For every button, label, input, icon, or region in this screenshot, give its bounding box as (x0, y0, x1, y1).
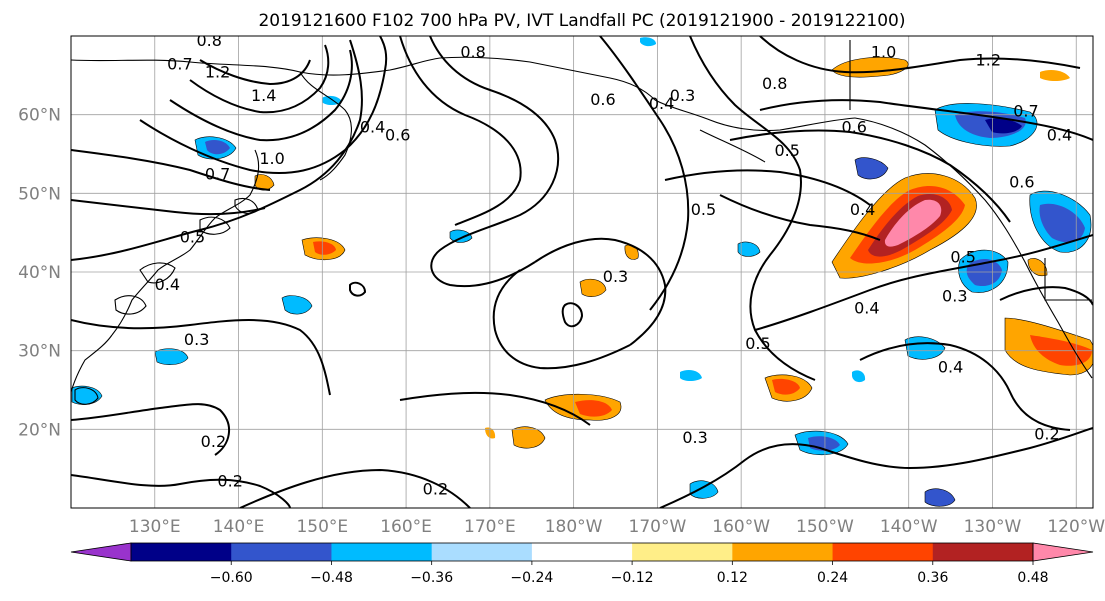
contour-label: 0.6 (1009, 173, 1034, 192)
colorbar-tick-label: −0.36 (410, 570, 453, 586)
contour-label: 0.7 (1013, 102, 1038, 121)
contour-label: 0.5 (180, 228, 205, 247)
contour-label: 0.5 (950, 247, 975, 266)
contour-label: 0.4 (360, 117, 385, 136)
lon-tick-label: 180°W (545, 517, 603, 537)
contour-label: 0.4 (155, 275, 180, 294)
colorbar-tick-label: 0.48 (1017, 570, 1048, 586)
lat-tick-label: 20°N (18, 420, 61, 440)
contour-label: 0.2 (423, 479, 448, 498)
lon-tick-label: 130°W (964, 517, 1022, 537)
contour-label: 0.2 (1034, 424, 1059, 443)
contour-label: 0.4 (1047, 125, 1072, 144)
lat-tick-label: 60°N (18, 106, 61, 126)
contour-label: 0.3 (670, 86, 695, 105)
contour-label: 0.3 (184, 330, 209, 349)
colorbar-swatch (231, 543, 332, 561)
lon-tick-label: 170°W (629, 517, 687, 537)
colorbar-swatch (131, 543, 232, 561)
contour-label: 1.0 (259, 149, 284, 168)
contour-labels: 0.70.81.21.41.00.70.50.40.30.20.2 0.20.80… (155, 31, 1073, 498)
contour-label: 0.7 (167, 55, 192, 74)
contour-label: 0.5 (745, 334, 770, 353)
lat-tick-label: 40°N (18, 263, 61, 283)
contour-label: 0.4 (850, 200, 875, 219)
contour-label: 1.4 (251, 86, 276, 105)
colorbar-tick-label: −0.48 (310, 570, 353, 586)
latitude-labels: 20°N 30°N 40°N 50°N 60°N (18, 106, 61, 441)
contour-label: 0.4 (938, 357, 963, 376)
colorbar-tick-label: −0.24 (510, 570, 553, 586)
pv-contours (71, 36, 1093, 508)
lat-tick-label: 50°N (18, 184, 61, 204)
colorbar-frame (130, 542, 1034, 562)
colorbar-extend-low (70, 542, 132, 562)
lon-tick-label: 150°E (296, 517, 348, 537)
contour-label: 1.2 (205, 62, 230, 81)
contour-label: 0.6 (590, 90, 615, 109)
colorbar-swatch (431, 543, 533, 561)
lon-tick-label: 160°W (712, 517, 770, 537)
contour-label: 0.4 (649, 94, 674, 113)
colorbar-swatch (932, 543, 1034, 561)
colorbar-swatch (732, 543, 834, 561)
colorbar-tick-label: −0.60 (210, 570, 253, 586)
map-frame (70, 35, 1094, 509)
lon-tick-label: 140°E (213, 517, 265, 537)
lon-tick-label: 160°E (380, 517, 432, 537)
contour-label: 0.8 (762, 74, 787, 93)
colorbar-tick-label: 0.36 (917, 570, 948, 586)
contour-label: 0.8 (460, 43, 485, 62)
lon-tick-label: 170°E (464, 517, 516, 537)
contour-label: 0.2 (201, 432, 226, 451)
figure-title: 2019121600 F102 700 hPa PV, IVT Landfall… (258, 11, 905, 31)
colorbar-tick-label: 0.12 (717, 570, 748, 586)
contour-label: 1.2 (976, 51, 1001, 70)
lat-tick-label: 30°N (18, 342, 61, 362)
contour-label: 0.3 (603, 267, 628, 286)
colorbar-tick-label: −0.12 (611, 570, 654, 586)
contour-label: 0.6 (385, 125, 410, 144)
lon-tick-label: 150°W (796, 517, 854, 537)
colorbar-swatch (632, 543, 733, 561)
contour-label: 0.8 (196, 31, 221, 50)
colorbar-extend-high (1032, 542, 1094, 562)
contour-label: 0.4 (854, 298, 879, 317)
contour-label: 0.6 (842, 117, 867, 136)
map-panel: 0.70.81.21.41.00.70.50.40.30.20.2 0.20.80… (70, 31, 1094, 509)
colorbar-tick-label: 0.24 (817, 570, 848, 586)
colorbar-swatch (331, 543, 433, 561)
contour-label: 0.5 (691, 200, 716, 219)
contour-label: 0.3 (942, 287, 967, 306)
contour-label: 0.5 (775, 141, 800, 160)
coastlines (71, 40, 1093, 405)
contour-label: 1.0 (871, 43, 896, 62)
contour-label: 0.3 (682, 428, 707, 447)
colorbar: −0.60 −0.48 −0.36 −0.24 −0.12 0.12 0.24 0.36 0.4… (70, 542, 1094, 586)
lon-tick-label: 120°W (1047, 517, 1105, 537)
contour-label: 0.7 (205, 165, 230, 184)
colorbar-swatch (531, 543, 633, 561)
longitude-labels: 130°E 140°E 150°E 160°E 170°E 180°W 170°W 160°W… (129, 517, 1105, 537)
lon-tick-label: 140°W (880, 517, 938, 537)
contour-label: 0.2 (217, 471, 242, 490)
shaded-anomalies (71, 37, 1093, 507)
lon-tick-label: 130°E (129, 517, 181, 537)
gridlines (71, 36, 1093, 508)
colorbar-swatch (832, 543, 934, 561)
